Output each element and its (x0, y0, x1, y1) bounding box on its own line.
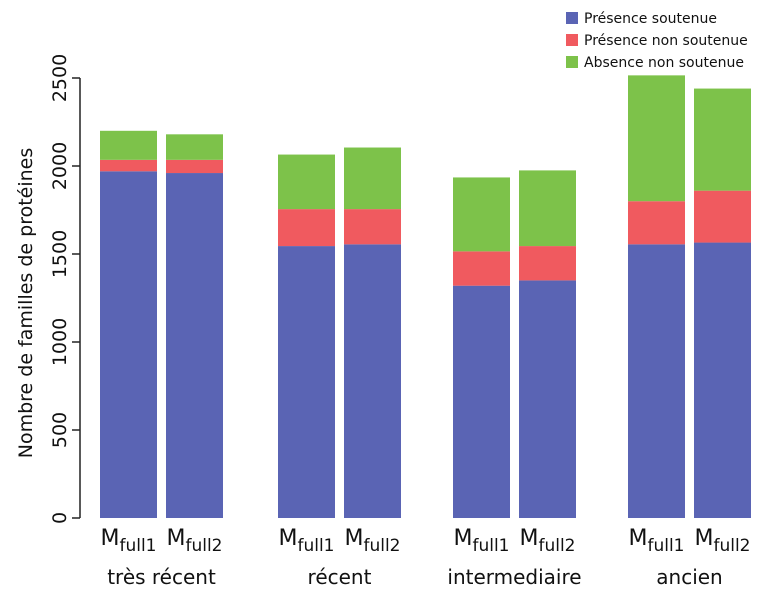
bar-label: Mfull1 (628, 526, 684, 556)
legend-label: Absence non soutenue (584, 55, 744, 71)
bar-segment-présence-soutenue (100, 171, 157, 518)
y-tick-label: 500 (49, 412, 71, 448)
legend-swatch (566, 56, 578, 68)
bar-label: Mfull1 (453, 526, 509, 556)
bar-label: Mfull2 (344, 526, 400, 556)
bar-segment-absence-non-soutenue (166, 134, 223, 160)
bar-segment-présence-non-soutenue (278, 209, 335, 247)
bar-segment-présence-soutenue (628, 244, 685, 518)
x-labels: Mfull1 Mfull2 très récent Mfull1 Mfull2 récen… (100, 526, 750, 589)
group-label: intermediaire (447, 565, 581, 589)
legend-swatch (566, 12, 578, 24)
bar-segment-présence-non-soutenue (519, 246, 576, 281)
bar-segment-absence-non-soutenue (519, 170, 576, 247)
bar-segment-présence-soutenue (344, 244, 401, 518)
bar-segment-présence-non-soutenue (628, 201, 685, 245)
bar-segment-présence-non-soutenue (694, 190, 751, 243)
bar-label: Mfull2 (519, 526, 575, 556)
y-axis: 0 500 1000 1500 2000 2500 (49, 54, 81, 524)
bar-label: Mfull2 (694, 526, 750, 556)
bar-segment-présence-soutenue (166, 173, 223, 519)
bar-label: Mfull1 (100, 526, 156, 556)
group-label: récent (308, 565, 372, 589)
y-tick-label: 1000 (49, 318, 71, 366)
bar-segment-présence-non-soutenue (166, 159, 223, 174)
y-tick-label: 0 (49, 512, 71, 524)
bar-segment-présence-soutenue (278, 246, 335, 518)
bar-label: Mfull2 (166, 526, 222, 556)
bar-segment-présence-non-soutenue (100, 159, 157, 172)
y-tick-label: 1500 (49, 230, 71, 278)
y-tick-label: 2000 (49, 142, 71, 190)
bar-segment-absence-non-soutenue (278, 154, 335, 210)
bar-segment-présence-soutenue (519, 280, 576, 518)
y-axis-label: Nombre de familles de protéines (15, 148, 37, 459)
legend-label: Présence soutenue (584, 11, 717, 27)
bar-segment-absence-non-soutenue (453, 177, 510, 252)
bars (100, 75, 751, 519)
bar-segment-présence-soutenue (453, 285, 510, 518)
bar-segment-présence-non-soutenue (453, 251, 510, 286)
group-label: très récent (107, 565, 216, 589)
legend: Présence soutenue Présence non soutenue Ab… (566, 11, 748, 71)
bar-segment-présence-soutenue (694, 242, 751, 518)
bar-segment-présence-non-soutenue (344, 209, 401, 245)
legend-swatch (566, 34, 578, 46)
bar-segment-absence-non-soutenue (694, 88, 751, 191)
group-label: ancien (656, 565, 722, 589)
bar-segment-absence-non-soutenue (100, 130, 157, 160)
bar-segment-absence-non-soutenue (344, 147, 401, 210)
y-tick-label: 2500 (49, 54, 71, 102)
legend-label: Présence non soutenue (584, 33, 748, 49)
bar-label: Mfull1 (278, 526, 334, 556)
bar-segment-absence-non-soutenue (628, 75, 685, 202)
